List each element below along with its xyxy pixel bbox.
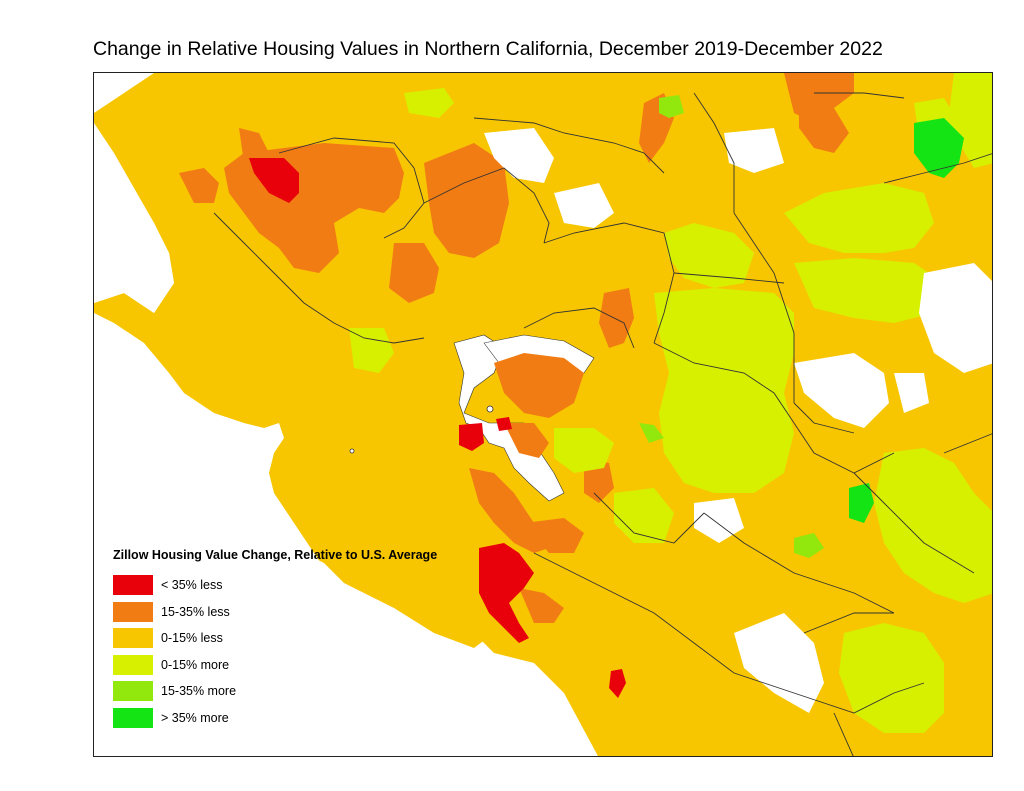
map-canvas xyxy=(94,73,992,756)
legend-swatch xyxy=(113,575,153,596)
legend-rows: < 35% less 15-35% less 0-15% less 0-15% mor… xyxy=(113,572,437,731)
farallon-island xyxy=(349,448,355,454)
legend-item: < 35% less xyxy=(113,572,437,599)
legend-swatch xyxy=(113,707,153,728)
legend-swatch xyxy=(113,681,153,702)
no-data-patches xyxy=(484,128,992,713)
legend-label: 15-35% more xyxy=(161,684,237,699)
map-title: Change in Relative Housing Values in Nor… xyxy=(93,38,883,60)
lightgreen-regions xyxy=(639,95,824,558)
red-regions xyxy=(249,158,626,698)
legend-item: 0-15% less xyxy=(113,625,437,652)
legend-swatch xyxy=(113,628,153,649)
ocean-south xyxy=(94,313,524,756)
legend-swatch xyxy=(113,654,153,675)
legend-title: Zillow Housing Value Change, Relative to… xyxy=(113,548,438,562)
legend-item: > 35% more xyxy=(113,705,437,732)
yellowgreen-regions xyxy=(349,73,992,733)
green-regions xyxy=(849,118,964,523)
legend: Zillow Housing Value Change, Relative to… xyxy=(113,548,437,731)
legend-label: < 35% less xyxy=(161,578,223,593)
legend-item: 15-35% more xyxy=(113,678,437,705)
legend-label: 0-15% more xyxy=(161,657,230,672)
legend-item: 15-35% less xyxy=(113,599,437,626)
legend-label: 15-35% less xyxy=(161,604,230,619)
legend-swatch xyxy=(113,601,153,622)
map-frame xyxy=(93,72,993,757)
legend-label: > 35% more xyxy=(161,710,229,725)
legend-label: 0-15% less xyxy=(161,631,223,646)
ocean xyxy=(94,73,154,113)
bay-island xyxy=(486,405,494,413)
legend-item: 0-15% more xyxy=(113,652,437,679)
county-borders xyxy=(213,92,992,756)
ocean-main xyxy=(94,128,174,313)
